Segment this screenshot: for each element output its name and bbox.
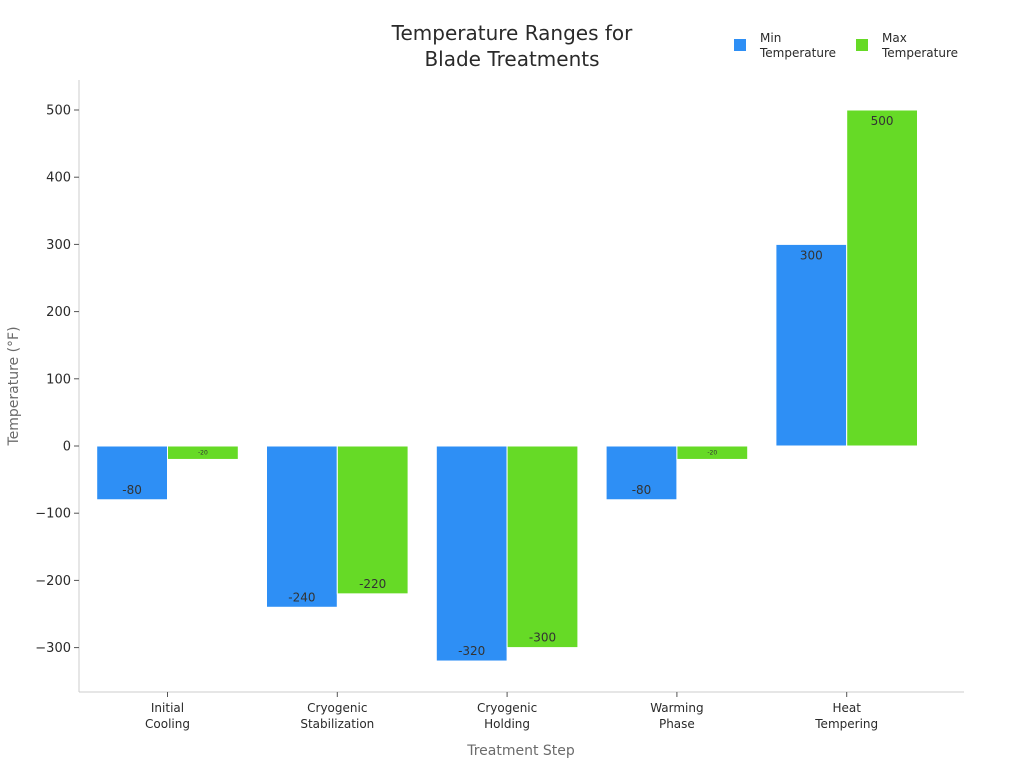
- bar-value-label: 500: [871, 114, 894, 128]
- bar-max[interactable]: [676, 445, 749, 460]
- bar-value-label: -220: [359, 577, 386, 591]
- x-tick-label: Tempering: [814, 717, 878, 731]
- y-tick-label: 100: [46, 372, 71, 387]
- chart-title: Temperature Ranges for Blade Treatments: [391, 21, 633, 71]
- bar-value-label: -300: [529, 631, 556, 645]
- legend-label-max-line-2: Temperature: [881, 46, 958, 60]
- y-tick-label: 500: [46, 104, 71, 119]
- x-tick-label: Holding: [484, 717, 530, 731]
- bar-min[interactable]: [96, 445, 168, 501]
- x-tick-label: Initial: [151, 701, 184, 715]
- legend-swatch-max: [856, 39, 868, 51]
- bar-max[interactable]: [167, 445, 239, 460]
- bar-value-label: -80: [122, 483, 142, 497]
- bar-max[interactable]: [336, 445, 409, 595]
- x-axis-title: Treatment Step: [466, 743, 575, 759]
- y-tick-label: −100: [35, 507, 71, 522]
- bar-value-label: -240: [288, 590, 315, 604]
- bar-value-label: -20: [707, 450, 717, 457]
- legend-item-max[interactable]: Max Temperature: [856, 31, 958, 60]
- bar-value-label: 300: [800, 248, 823, 262]
- x-tick-label: Cryogenic: [307, 701, 367, 715]
- x-tick-label: Cryogenic: [477, 701, 537, 715]
- x-tick-label: Heat: [832, 701, 861, 715]
- chart-title-line-2: Blade Treatments: [424, 47, 599, 71]
- legend-label-min-line-1: Min: [760, 31, 781, 45]
- y-tick-label: 200: [46, 305, 71, 320]
- x-tick-label: Phase: [659, 717, 695, 731]
- legend-item-min[interactable]: Min Temperature: [734, 31, 836, 60]
- x-tick-label: Warming: [650, 701, 703, 715]
- bar-min[interactable]: [775, 243, 848, 447]
- y-tick-label: 300: [46, 238, 71, 253]
- bar-max[interactable]: [506, 445, 579, 649]
- bars: [96, 109, 919, 662]
- bar-min[interactable]: [435, 445, 508, 662]
- chart-title-line-1: Temperature Ranges for: [391, 21, 633, 45]
- bar-min[interactable]: [605, 445, 678, 501]
- legend: Min Temperature Max Temperature: [734, 31, 958, 60]
- y-tick-label: −300: [35, 641, 71, 656]
- x-axis-ticks: Initial Cooling Cryogenic Stabilization Cryo…: [145, 692, 878, 731]
- legend-swatch-min: [734, 39, 746, 51]
- x-tick-label: Cooling: [145, 717, 190, 731]
- bar-value-label: -20: [198, 450, 208, 457]
- y-tick-label: 0: [63, 440, 71, 455]
- bar-max[interactable]: [846, 109, 919, 447]
- x-tick-label: Stabilization: [300, 717, 374, 731]
- legend-label-max-line-1: Max: [882, 31, 907, 45]
- bar-min[interactable]: [266, 445, 338, 608]
- legend-label-min-line-2: Temperature: [759, 46, 836, 60]
- bar-value-label: -320: [458, 644, 485, 658]
- y-axis-title: Temperature (°F): [6, 326, 22, 446]
- y-tick-label: 400: [46, 171, 71, 186]
- y-axis-ticks: −300 −200 −100 0 100 200 300 400 500: [35, 104, 79, 656]
- bar-value-label: -80: [632, 483, 652, 497]
- y-tick-label: −200: [35, 574, 71, 589]
- bar-labels: -80 -20 -240 -220 -320 -300 -80 -20 300 500: [122, 114, 893, 658]
